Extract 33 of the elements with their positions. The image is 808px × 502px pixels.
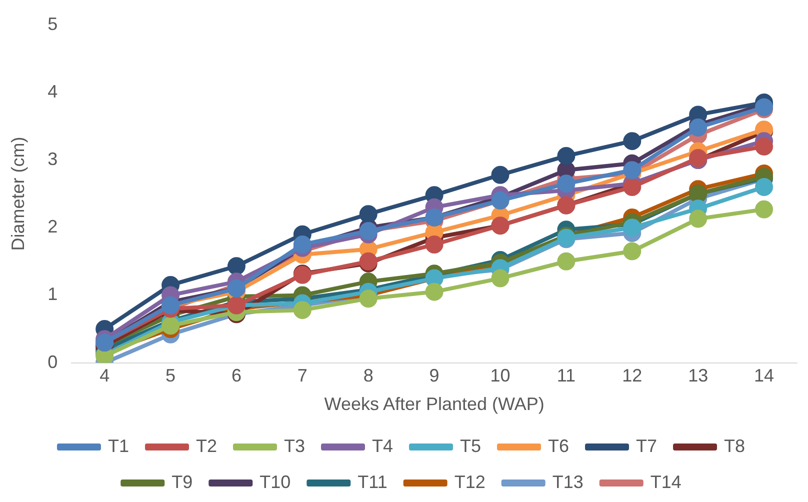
x-tick-label: 8 (363, 366, 374, 386)
y-axis-title: Diameter (cm) (8, 136, 28, 251)
legend-label: T4 (372, 436, 394, 456)
y-tick-label: 4 (48, 81, 58, 102)
x-tick-label: 9 (429, 366, 440, 386)
x-tick-label: 12 (622, 366, 642, 386)
legend-label: T11 (358, 472, 388, 492)
y-tick-label: 1 (48, 284, 58, 304)
legend-label: T2 (196, 436, 217, 456)
x-tick-label: 11 (556, 366, 576, 386)
x-axis-title: Weeks After Planted (WAP) (324, 394, 544, 414)
x-tick-label: 4 (100, 366, 110, 386)
legend-label: T5 (460, 436, 482, 456)
x-tick-label: 14 (754, 366, 774, 386)
x-tick-label: 10 (490, 366, 510, 386)
legend-label: T8 (724, 436, 746, 456)
y-tick-label: 0 (48, 352, 58, 372)
y-tick-label: 5 (48, 14, 58, 34)
legend-label: T1 (108, 436, 129, 456)
legend-label: T3 (284, 436, 306, 456)
legend-label: T6 (548, 436, 570, 456)
legend-label: T14 (650, 472, 682, 492)
legend-label: T13 (552, 472, 584, 492)
legend-label: T9 (172, 472, 193, 492)
y-tick-label: 3 (48, 148, 58, 169)
x-tick-label: 7 (297, 366, 308, 386)
y-tick-label: 2 (48, 216, 58, 237)
legend-label: T10 (260, 472, 291, 492)
legend-label: T7 (636, 436, 658, 456)
x-tick-label: 5 (166, 366, 176, 386)
x-tick-label: 13 (688, 366, 708, 386)
x-tick-label: 6 (231, 366, 242, 386)
legend-label: T12 (454, 472, 486, 492)
